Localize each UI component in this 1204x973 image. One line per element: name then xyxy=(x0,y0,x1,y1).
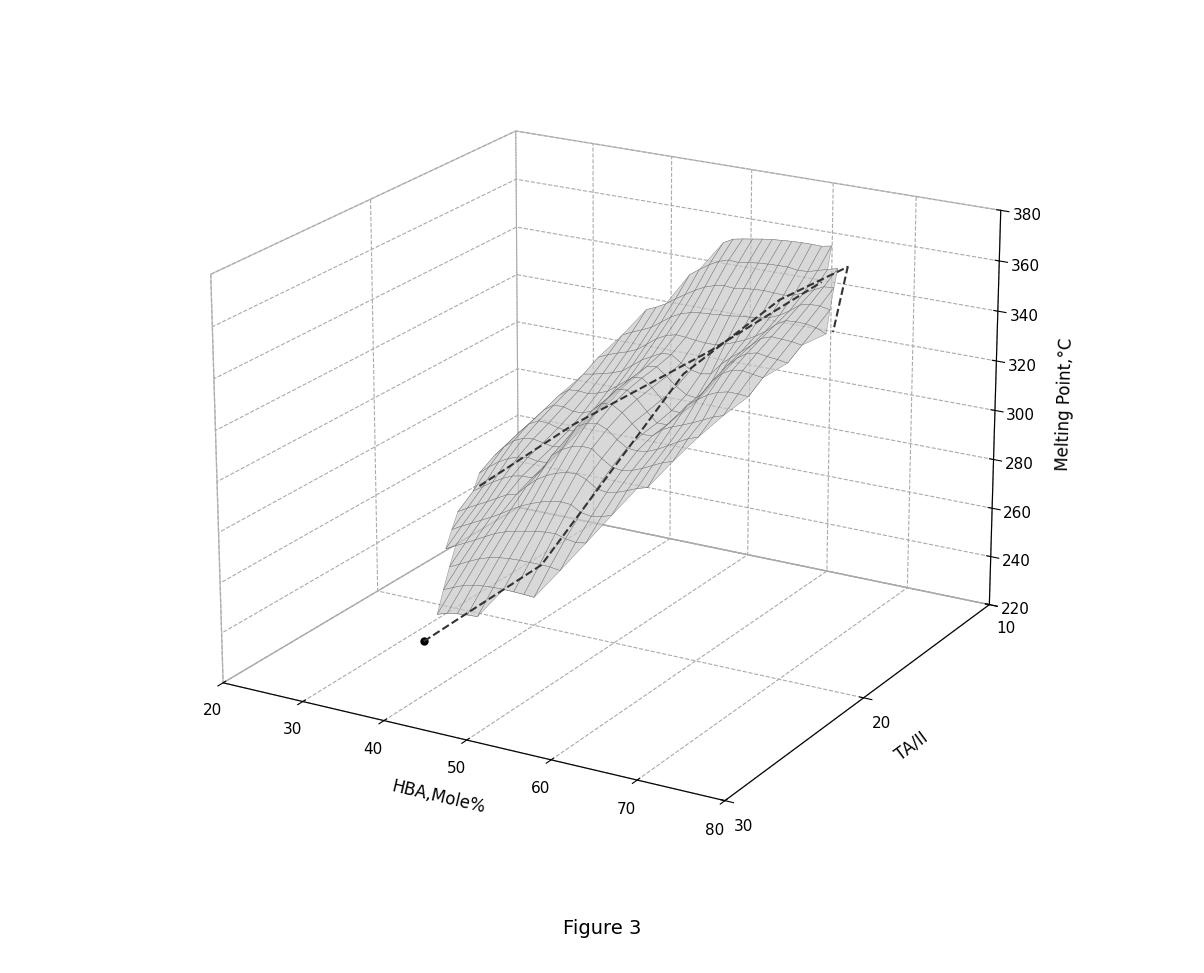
X-axis label: HBA,Mole%: HBA,Mole% xyxy=(390,777,486,817)
Text: Figure 3: Figure 3 xyxy=(562,919,642,938)
Y-axis label: TA/II: TA/II xyxy=(891,728,931,764)
